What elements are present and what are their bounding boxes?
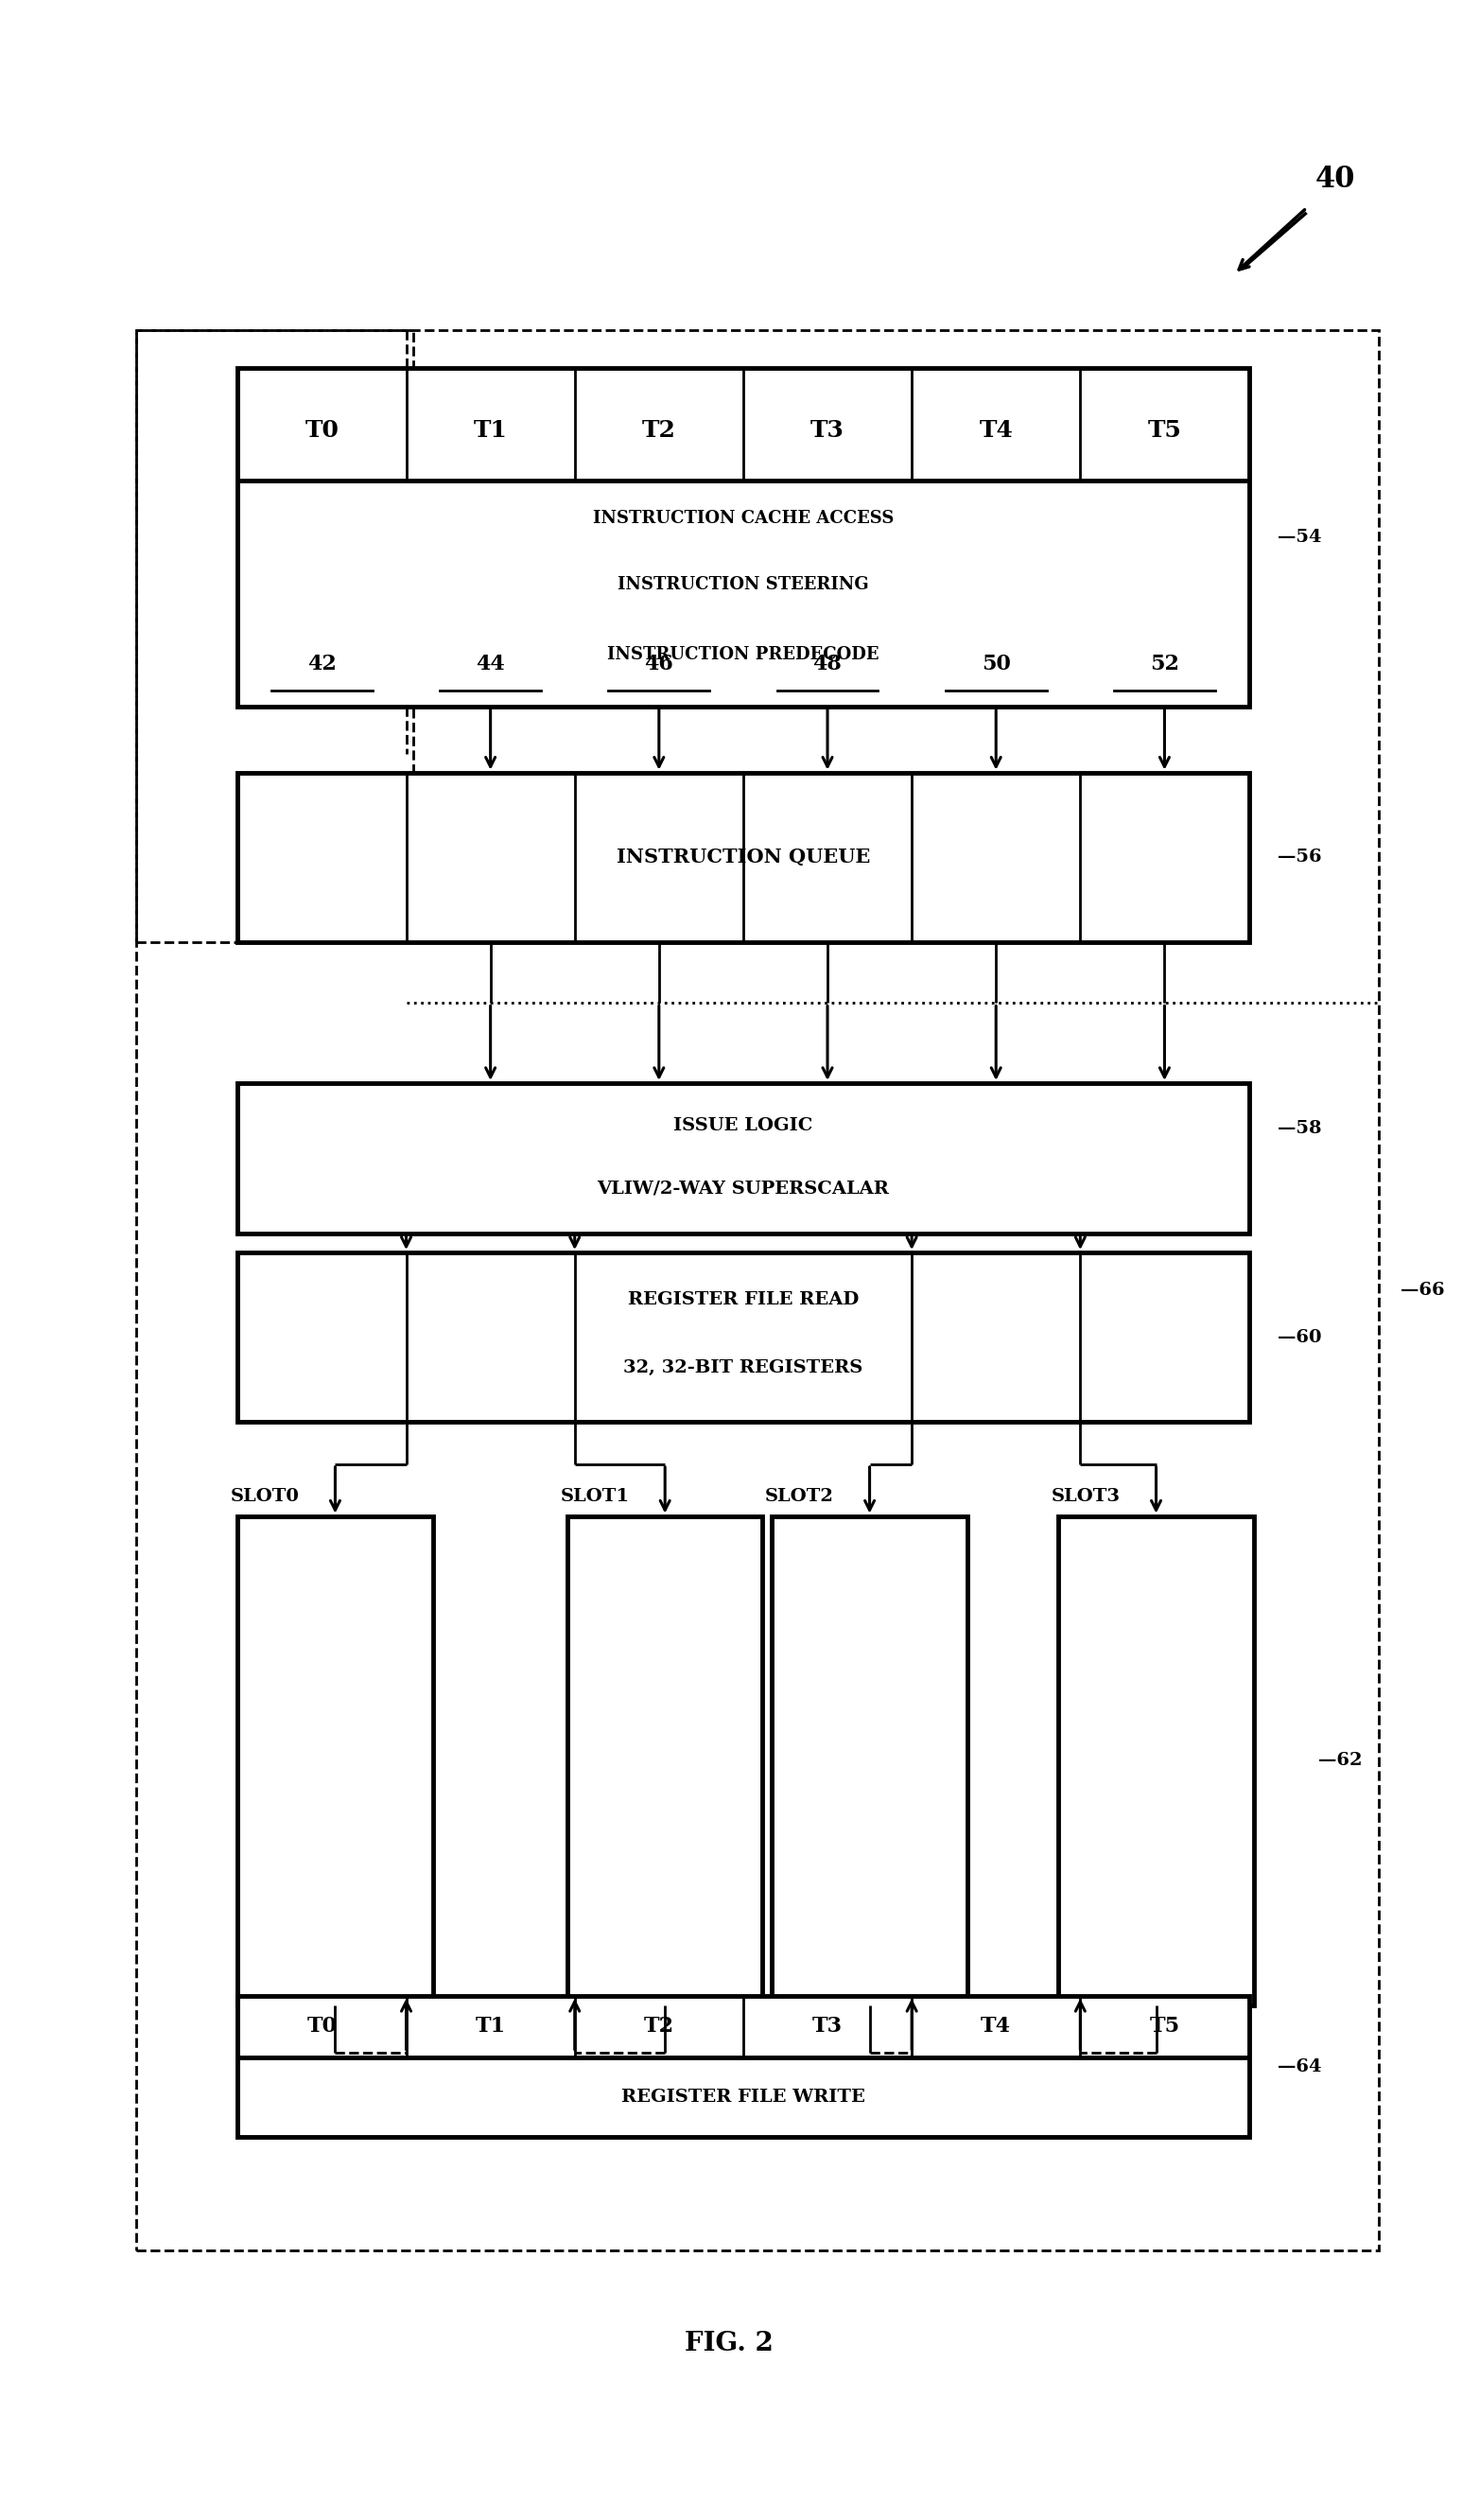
FancyBboxPatch shape (238, 1996, 1249, 2137)
Text: INSTRUCTION STEERING: INSTRUCTION STEERING (617, 577, 868, 592)
Text: T0: T0 (306, 418, 339, 441)
Text: T2: T2 (642, 418, 675, 441)
Text: 42: 42 (307, 653, 336, 675)
FancyBboxPatch shape (772, 1517, 968, 2006)
Text: SLOT3: SLOT3 (1051, 1487, 1120, 1504)
Text: —58: —58 (1278, 1119, 1322, 1137)
Text: VLIW/2-WAY SUPERSCALAR: VLIW/2-WAY SUPERSCALAR (596, 1179, 889, 1197)
Text: 40: 40 (1316, 164, 1355, 194)
Text: —64: —64 (1278, 2059, 1322, 2074)
Text: REGISTER FILE WRITE: REGISTER FILE WRITE (621, 2089, 866, 2107)
FancyBboxPatch shape (238, 1517, 433, 2006)
Text: 50: 50 (981, 653, 1010, 675)
Text: T0: T0 (307, 2016, 338, 2036)
FancyBboxPatch shape (238, 1084, 1249, 1235)
Text: —66: —66 (1401, 1283, 1444, 1298)
Text: T3: T3 (813, 2016, 842, 2036)
Text: T1: T1 (474, 418, 507, 441)
Text: SLOT1: SLOT1 (560, 1487, 630, 1504)
Text: T3: T3 (810, 418, 845, 441)
Text: 46: 46 (645, 653, 674, 675)
Text: —54: —54 (1278, 529, 1322, 547)
Text: —60: —60 (1278, 1328, 1322, 1346)
Text: —62: —62 (1319, 1751, 1363, 1769)
Text: SLOT2: SLOT2 (765, 1487, 833, 1504)
Text: 48: 48 (813, 653, 842, 675)
Text: T4: T4 (980, 418, 1013, 441)
Text: SLOT0: SLOT0 (231, 1487, 300, 1504)
FancyBboxPatch shape (238, 1252, 1249, 1421)
Text: —56: —56 (1278, 849, 1322, 867)
Text: 52: 52 (1149, 653, 1180, 675)
FancyBboxPatch shape (567, 1517, 763, 2006)
Text: T5: T5 (1148, 418, 1181, 441)
Text: ISSUE LOGIC: ISSUE LOGIC (674, 1116, 813, 1134)
Text: T1: T1 (475, 2016, 506, 2036)
Text: INSTRUCTION PREDECODE: INSTRUCTION PREDECODE (607, 648, 879, 663)
Text: T2: T2 (643, 2016, 674, 2036)
Text: REGISTER FILE READ: REGISTER FILE READ (627, 1290, 858, 1308)
Text: INSTRUCTION QUEUE: INSTRUCTION QUEUE (617, 847, 870, 867)
FancyBboxPatch shape (238, 774, 1249, 942)
Text: 44: 44 (477, 653, 504, 675)
FancyBboxPatch shape (238, 368, 1249, 706)
Text: T4: T4 (981, 2016, 1012, 2036)
Text: INSTRUCTION CACHE ACCESS: INSTRUCTION CACHE ACCESS (592, 509, 893, 527)
Text: FIG. 2: FIG. 2 (684, 2331, 773, 2356)
FancyBboxPatch shape (1058, 1517, 1253, 2006)
Text: 32, 32-BIT REGISTERS: 32, 32-BIT REGISTERS (623, 1358, 863, 1376)
Text: T5: T5 (1149, 2016, 1180, 2036)
